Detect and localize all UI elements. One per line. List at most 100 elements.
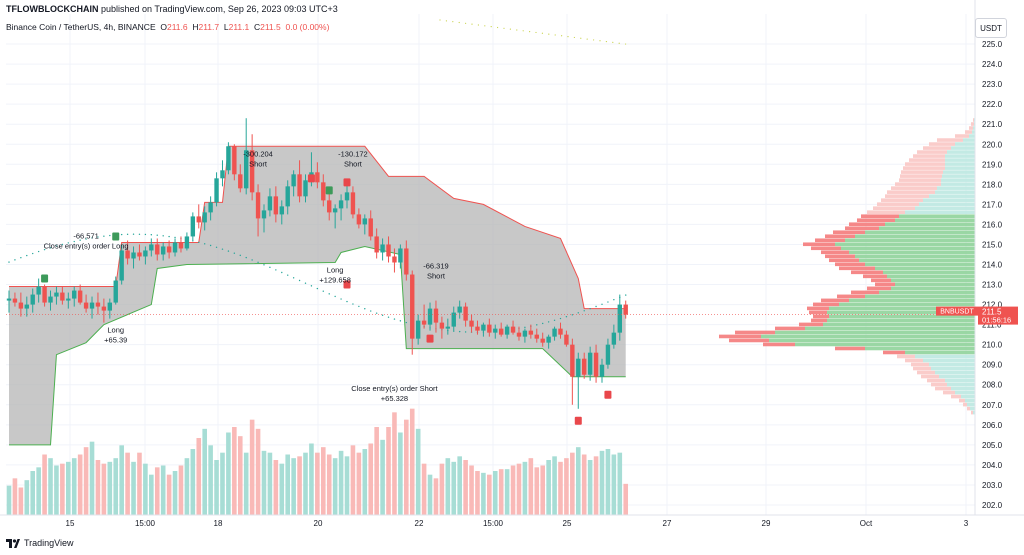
volume-bar: [273, 460, 279, 515]
currency-unit-button[interactable]: USDT: [975, 18, 1007, 38]
candle-body: [321, 182, 326, 201]
volume-bar: [350, 445, 356, 515]
low-value: 211.1: [228, 22, 250, 32]
ema-dot: [605, 40, 608, 43]
y-tick-label: 206.0: [982, 421, 1003, 430]
ema-dot: [168, 235, 170, 238]
ema-dot: [174, 236, 176, 239]
candle-body: [125, 250, 130, 259]
volume-bar: [463, 460, 468, 515]
candle-body: [113, 280, 118, 303]
candle-body: [487, 324, 492, 333]
ema-dot: [14, 259, 16, 261]
candle-body: [232, 146, 237, 175]
volume-bar: [564, 458, 569, 515]
volume-bar: [309, 443, 314, 515]
profile-bar-sell: [833, 230, 865, 235]
profile-bar-sell: [875, 282, 895, 287]
y-tick-label: 214.0: [982, 261, 1003, 270]
profile-bar-buy: [915, 354, 975, 359]
volume-bar: [534, 467, 540, 515]
profile-bar-sell: [851, 270, 883, 275]
candle-body: [528, 330, 534, 335]
ema-dot: [567, 35, 569, 38]
profile-bar-buy: [905, 210, 975, 214]
trade-annotation: Short: [249, 159, 268, 168]
candle-body: [451, 312, 456, 327]
profile-bar-sell: [883, 350, 905, 355]
profile-bar-sell: [900, 174, 942, 178]
volume-bar: [237, 436, 243, 515]
ema-dot: [239, 254, 241, 257]
candle-body: [493, 328, 498, 333]
candle-body: [593, 352, 599, 377]
volume-bar: [558, 461, 563, 515]
profile-bar-buy: [795, 342, 975, 347]
ema-dot: [138, 233, 141, 235]
trade-annotation: -66.571: [73, 231, 98, 240]
volume-bar: [570, 452, 575, 515]
profile-bar-sell: [809, 310, 827, 315]
ema-dot: [269, 266, 271, 269]
profile-bar-buy: [841, 246, 975, 251]
candle-body: [291, 174, 296, 187]
candle-body: [380, 244, 385, 253]
price-axis: 202.0 203.0 204.0 205.0 206.0 207.0 208.0 209.0…: [974, 0, 1003, 515]
profile-bar-buy: [859, 258, 975, 263]
y-tick-label: 217.0: [982, 200, 1003, 209]
profile-bar-sell: [729, 338, 769, 343]
volume-bar: [214, 460, 219, 515]
candle-body: [469, 320, 474, 327]
volume-bar: [552, 456, 557, 515]
volume-bar: [546, 460, 551, 515]
volume-bar: [362, 449, 368, 515]
profile-bar-sell: [887, 190, 935, 194]
trade-annotation: Long: [107, 326, 124, 335]
profile-bar-buy: [829, 306, 975, 311]
ema-dot: [381, 314, 384, 316]
ema-dot: [43, 248, 46, 251]
profile-bar-sell: [917, 150, 947, 154]
author-name[interactable]: TFLOWBLOCKCHAIN: [6, 4, 99, 14]
candle-body: [143, 250, 148, 257]
profile-bar-buy: [899, 214, 975, 219]
profile-bar-sell: [901, 170, 943, 174]
ema-dot: [497, 26, 499, 29]
candle-body: [605, 344, 611, 365]
profile-bar-buy: [891, 286, 975, 291]
volume-bar: [119, 445, 124, 515]
candle-body: [18, 302, 24, 309]
candle-body: [546, 336, 551, 343]
profile-bar-sell: [799, 322, 823, 327]
profile-bar-buy: [829, 314, 975, 319]
ema-dot: [215, 246, 218, 248]
ema-dot: [625, 43, 627, 45]
volume-bar: [427, 474, 433, 515]
profile-bar-buy: [963, 138, 975, 142]
profile-bar-buy: [849, 298, 975, 303]
candle-body: [160, 246, 166, 255]
profile-bar-sell: [813, 314, 829, 319]
tradingview-footer[interactable]: TradingView: [6, 538, 74, 548]
profile-bar-sell: [735, 330, 775, 335]
candle-body: [356, 214, 362, 225]
candle-body: [498, 328, 504, 335]
candle-body: [273, 196, 279, 215]
candle-body: [386, 244, 391, 257]
y-tick-label: 202.0: [982, 501, 1003, 510]
ema-dot: [304, 282, 307, 284]
candle-body: [427, 308, 433, 325]
sell-signal-marker: [426, 334, 434, 343]
candle-body: [475, 326, 480, 331]
ema-dot: [465, 22, 467, 24]
volume-bar: [297, 456, 302, 515]
profile-bar-buy: [942, 174, 975, 178]
candle-body: [48, 296, 53, 303]
candle-body: [184, 236, 190, 249]
profile-bar-sell: [821, 298, 849, 303]
symbol-name[interactable]: Binance Coin / TetherUS, 4h, BINANCE: [6, 22, 156, 32]
profile-bar-sell: [929, 142, 955, 146]
ema-dot: [399, 320, 402, 322]
profile-bar-sell: [719, 334, 761, 339]
